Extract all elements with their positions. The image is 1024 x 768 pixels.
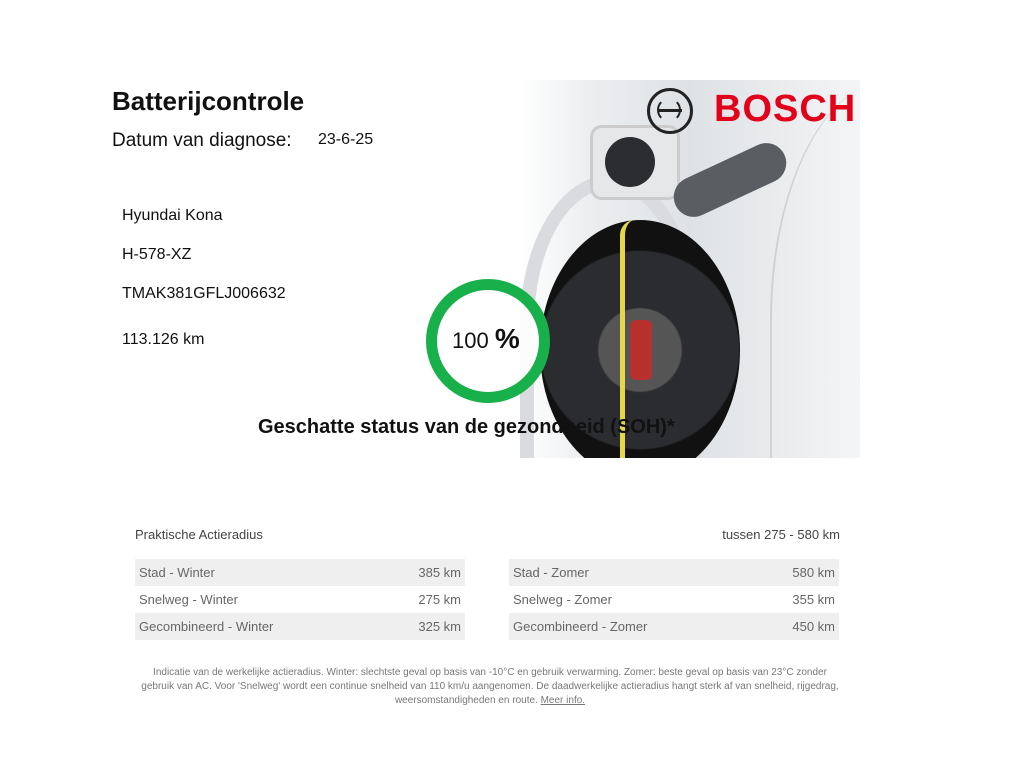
bosch-wordmark: BOSCH xyxy=(714,88,857,130)
diagnosis-date-value: 23-6-25 xyxy=(318,131,374,148)
vehicle-plate: H-578-XZ xyxy=(122,246,192,263)
diagnosis-date-label: Datum van diagnose: xyxy=(112,130,292,151)
soh-caption: Geschatte status van de gezondheid (SOH)… xyxy=(258,416,675,438)
soh-value: 100 % xyxy=(452,323,520,354)
range-row: Stad - Zomer 580 km xyxy=(509,559,839,586)
range-title: Praktische Actieradius xyxy=(135,527,263,542)
soh-gauge xyxy=(426,279,550,403)
range-row: Snelweg - Winter 275 km xyxy=(139,592,461,607)
range-summary: tussen 275 - 580 km xyxy=(722,527,840,542)
range-row: Gecombineerd - Winter 325 km xyxy=(135,613,465,640)
ev-charging-photo xyxy=(520,80,860,458)
range-row: Gecombineerd - Zomer 450 km xyxy=(509,613,839,640)
vehicle-mileage: 113.126 km xyxy=(122,331,205,348)
footnote: Indicatie van de werkelijke actieradius.… xyxy=(141,667,839,706)
vehicle-vin: TMAK381GFLJ006632 xyxy=(122,285,286,302)
vehicle-model: Hyundai Kona xyxy=(122,207,223,224)
bosch-logo-icon xyxy=(647,88,693,134)
page-title: Batterijcontrole xyxy=(112,86,305,116)
range-row: Stad - Winter 385 km xyxy=(135,559,465,586)
range-row: Snelweg - Zomer 355 km xyxy=(513,592,835,607)
more-info-link[interactable]: Meer info. xyxy=(540,695,586,706)
